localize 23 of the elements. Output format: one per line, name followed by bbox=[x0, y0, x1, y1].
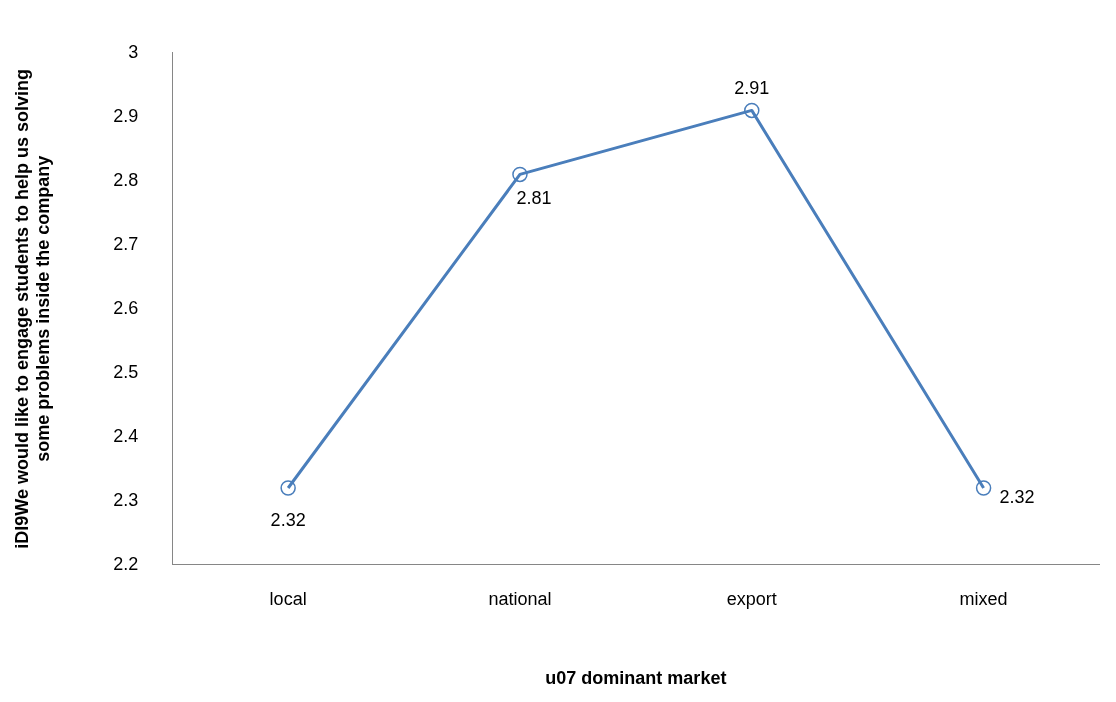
y-axis-title: iDI9We would like to engage students to help us solving some problems inside the company bbox=[11, 68, 54, 549]
x-tick-label: national bbox=[488, 588, 552, 609]
x-tick-label: local bbox=[269, 588, 307, 609]
data-label: 2.32 bbox=[999, 486, 1035, 507]
data-label: 2.91 bbox=[734, 78, 770, 99]
y-tick-label: 2.6 bbox=[113, 297, 139, 318]
y-tick-label: 2.3 bbox=[113, 489, 139, 510]
y-tick-label: 2.2 bbox=[113, 553, 139, 574]
y-tick-label: 2.7 bbox=[113, 233, 139, 254]
point bbox=[280, 480, 296, 496]
point bbox=[744, 102, 760, 119]
data-label: 2.81 bbox=[516, 188, 552, 209]
x-tick-label: mixed bbox=[959, 588, 1008, 609]
y-tick-label: 3 bbox=[128, 41, 139, 62]
y-tick-label: 2.4 bbox=[113, 425, 139, 446]
x-tick-label: export bbox=[726, 588, 777, 609]
y-tick-label: 2.9 bbox=[113, 105, 139, 126]
point bbox=[512, 166, 528, 183]
y-tick-label: 2.8 bbox=[113, 169, 139, 190]
point bbox=[975, 480, 992, 496]
x-axis-title: u07 dominant market bbox=[545, 668, 727, 689]
data-label: 2.32 bbox=[270, 509, 306, 530]
y-tick-label: 2.5 bbox=[113, 361, 139, 382]
